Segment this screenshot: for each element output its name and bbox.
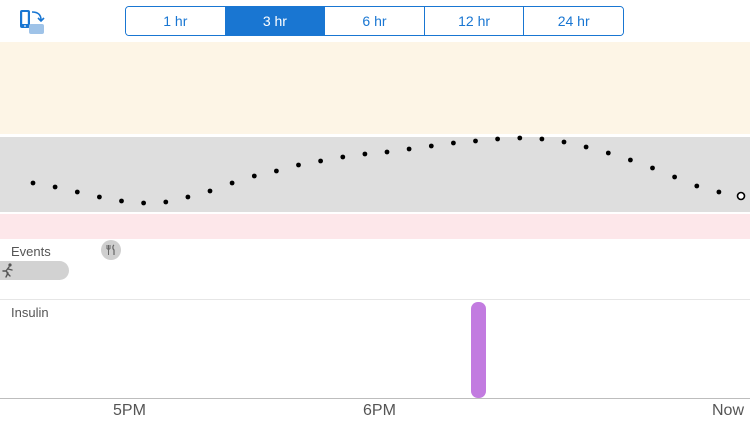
glucose-point [628, 157, 633, 163]
glucose-point [694, 183, 700, 189]
exercise-event[interactable] [0, 261, 69, 280]
x-axis-label-now: Now [712, 402, 745, 419]
glucose-point [428, 143, 434, 149]
glucose-point [384, 149, 390, 155]
glucose-point [229, 180, 235, 186]
glucose-point [141, 200, 147, 206]
insulin-dose-bar[interactable] [471, 302, 486, 398]
glucose-point [30, 180, 36, 186]
running-icon [2, 263, 13, 278]
glucose-point [605, 150, 611, 156]
glucose-point [650, 165, 655, 171]
range-1hr-button[interactable]: 1 hr [126, 7, 226, 35]
glucose-point [251, 173, 257, 179]
fork-knife-icon [106, 244, 115, 255]
glucose-point [517, 135, 523, 141]
glucose-point [340, 154, 346, 160]
x-axis-label-5pm: 5PM [113, 402, 146, 419]
glucose-point [451, 140, 456, 146]
glucose-point [406, 146, 412, 152]
glucose-point [362, 151, 368, 157]
glucose-point [495, 136, 500, 142]
meal-event[interactable] [101, 240, 121, 260]
glucose-point [539, 136, 545, 142]
glucose-point [296, 162, 301, 168]
glucose-point [473, 138, 478, 144]
glucose-point [163, 199, 169, 205]
x-axis-line [0, 398, 750, 399]
range-6hr-button[interactable]: 6 hr [325, 7, 425, 35]
x-axis-label-6pm: 6PM [363, 402, 396, 419]
low-glucose-band [0, 214, 750, 239]
glucose-point [207, 188, 213, 194]
glucose-point [716, 189, 722, 195]
glucose-point [119, 198, 124, 204]
phone-rotate-icon [20, 10, 45, 34]
glucose-point [52, 184, 58, 190]
rotate-screen-button[interactable] [17, 8, 45, 36]
glucose-point [185, 194, 191, 200]
glucose-point [672, 174, 677, 180]
glucose-point [561, 139, 567, 145]
range-24hr-button[interactable]: 24 hr [524, 7, 623, 35]
events-divider [0, 299, 750, 300]
current-glucose-point [736, 191, 746, 201]
time-range-selector: 1 hr 3 hr 6 hr 12 hr 24 hr [125, 6, 624, 36]
glucose-point [583, 144, 589, 150]
glucose-point [318, 158, 323, 164]
glucose-trace [30, 135, 746, 206]
glucose-point [274, 168, 279, 174]
events-label: Events [11, 244, 51, 259]
range-12hr-button[interactable]: 12 hr [424, 7, 525, 35]
glucose-point [74, 189, 80, 195]
target-glucose-band [0, 137, 750, 212]
range-3hr-button[interactable]: 3 hr [225, 7, 326, 35]
high-glucose-band [0, 42, 750, 134]
insulin-label: Insulin [11, 305, 49, 320]
glucose-point [97, 194, 102, 200]
